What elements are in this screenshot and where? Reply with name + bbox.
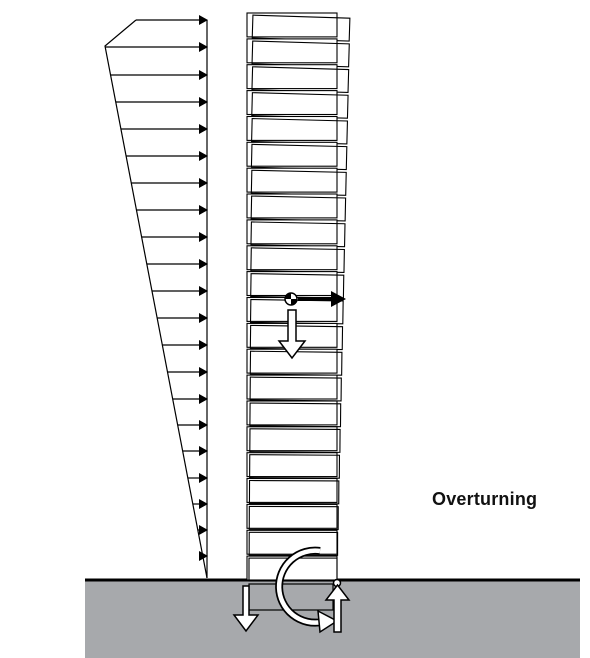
- pressure-arrow-icon: [199, 178, 208, 188]
- pressure-arrow-icon: [199, 446, 208, 456]
- right-reaction-arrow-icon: [324, 583, 351, 633]
- pressure-arrow-icon: [199, 473, 208, 483]
- pressure-arrow-icon: [199, 286, 208, 296]
- pressure-arrows: [105, 15, 208, 561]
- wall-block: [246, 115, 338, 141]
- wall-block: [246, 12, 338, 38]
- wall-block: [246, 167, 338, 193]
- wall-block: [246, 400, 338, 426]
- overturning-caption: Overturning: [432, 489, 538, 509]
- wall-block-displaced: [249, 428, 341, 453]
- wall-block-displaced: [249, 454, 341, 479]
- pressure-arrow-icon: [199, 420, 208, 430]
- wall-block: [246, 219, 338, 245]
- pressure-arrow-icon: [199, 15, 208, 25]
- pressure-arrow-icon: [199, 313, 208, 323]
- wall-block: [246, 245, 338, 271]
- wall-block: [246, 141, 338, 167]
- wall-block: [246, 426, 338, 452]
- pressure-arrow-icon: [199, 42, 208, 52]
- wall-block: [246, 374, 338, 400]
- wall-block: [246, 452, 338, 478]
- pressure-arrow-icon: [199, 232, 208, 242]
- horizontal-force-arrow-icon: [298, 291, 346, 307]
- wall-block: [246, 38, 338, 64]
- base-block: [248, 583, 334, 611]
- overturning-moment-icon: [275, 546, 339, 634]
- center-of-mass-icon: [284, 292, 298, 306]
- wall-block: [246, 529, 338, 555]
- wall-block: [246, 503, 338, 529]
- wall-block-displaced: [248, 479, 340, 505]
- pressure-arrow-icon: [199, 394, 208, 404]
- pressure-arrow-icon: [199, 205, 208, 215]
- wall-block-displaced: [248, 505, 339, 531]
- pressure-arrow-icon: [199, 124, 208, 134]
- pressure-arrow-icon: [199, 499, 208, 509]
- left-reaction-arrow-icon: [232, 585, 260, 633]
- pressure-arrow-icon: [199, 551, 208, 561]
- wall-block: [246, 193, 338, 219]
- pressure-arrow-icon: [199, 367, 208, 377]
- pressure-arrow-icon: [199, 97, 208, 107]
- wall-block: [246, 477, 338, 503]
- wall-block: [246, 64, 338, 90]
- pressure-arrow-icon: [199, 151, 208, 161]
- pressure-arrow-icon: [199, 525, 208, 535]
- weight-arrow-icon: [277, 309, 307, 360]
- pressure-distribution: [104, 15, 208, 579]
- pressure-arrow-icon: [199, 259, 208, 269]
- pressure-arrow-icon: [199, 70, 208, 80]
- pressure-envelope: [104, 19, 208, 579]
- wall-block: [246, 90, 338, 116]
- pressure-arrow-icon: [199, 340, 208, 350]
